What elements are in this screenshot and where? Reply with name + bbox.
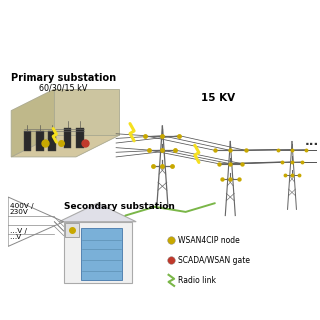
Bar: [76, 128, 84, 148]
Text: WSAN4CIP node: WSAN4CIP node: [179, 236, 240, 245]
Bar: [36, 131, 44, 151]
Bar: [24, 131, 31, 151]
Text: Radio link: Radio link: [179, 276, 216, 285]
Bar: [64, 128, 71, 148]
Text: 60/30/15 kV: 60/30/15 kV: [39, 83, 88, 92]
Text: SCADA/WSAN gate: SCADA/WSAN gate: [179, 256, 251, 265]
Text: ...: ...: [305, 135, 319, 148]
Text: Secondary substation: Secondary substation: [64, 202, 175, 211]
Text: 230V: 230V: [10, 210, 28, 215]
Text: …V /: …V /: [10, 228, 27, 234]
Polygon shape: [59, 203, 136, 222]
Text: …V: …V: [10, 234, 22, 240]
Text: Primary substation: Primary substation: [11, 73, 116, 83]
Text: 15 KV: 15 KV: [201, 93, 235, 103]
Text: 400V /: 400V /: [10, 203, 33, 209]
Polygon shape: [11, 89, 54, 157]
Bar: [65, 223, 79, 237]
Polygon shape: [54, 89, 119, 135]
Bar: [48, 131, 56, 151]
Bar: [64, 222, 132, 284]
Bar: [81, 228, 122, 280]
Polygon shape: [11, 135, 119, 157]
